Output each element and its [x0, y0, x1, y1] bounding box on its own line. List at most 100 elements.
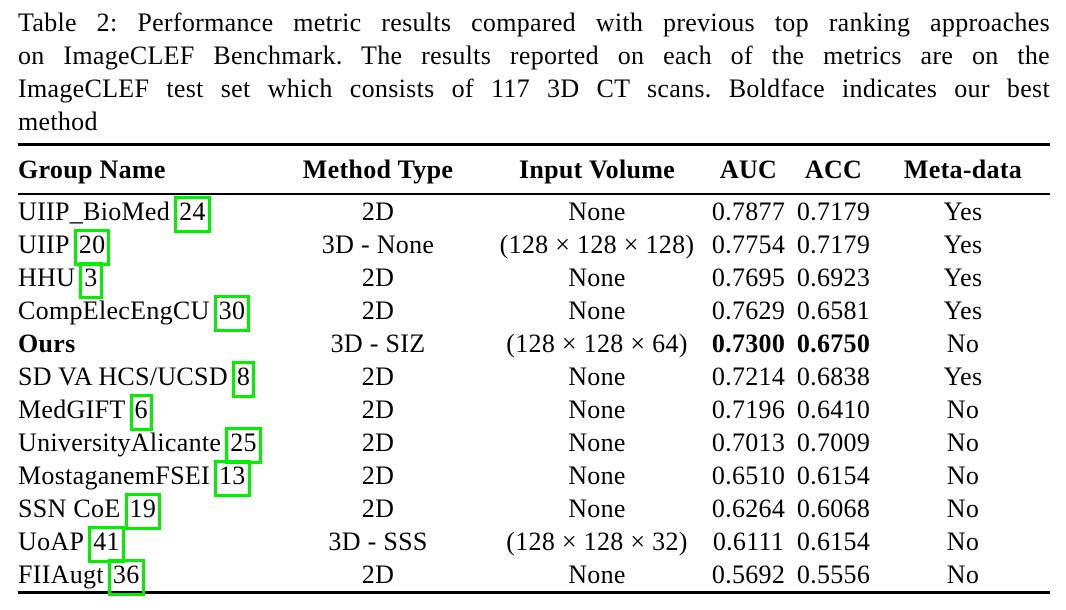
- meta-data-cell: Yes: [943, 362, 983, 391]
- group-name-cell: MedGIFT 6: [18, 393, 268, 431]
- method-type-cell: 3D - SSS: [328, 527, 428, 556]
- group-name: UIIP: [18, 230, 70, 259]
- method-type-cell: 2D: [361, 362, 395, 391]
- table-row: MostaganemFSEI 13 2D None 0.6510 0.6154 No: [18, 459, 1050, 497]
- method-type-cell: 2D: [361, 263, 395, 292]
- group-name: MostaganemFSEI: [18, 461, 210, 490]
- table-row: UIIP_BioMed 24 2D None 0.7877 0.7179 Yes: [18, 194, 1050, 233]
- auc-cell: 0.6111: [712, 527, 785, 556]
- group-name-cell: MostaganemFSEI 13: [18, 459, 268, 497]
- table-body: UIIP_BioMed 24 2D None 0.7877 0.7179 Yes UIIP 20…: [18, 194, 1050, 596]
- table-header-row: Group Name Method Type Input Volume AUC …: [18, 144, 1050, 195]
- auc-cell: 0.7300: [711, 329, 786, 358]
- input-volume-cell: None: [568, 461, 626, 490]
- table-row: Ours 3D - SIZ (128 × 128 × 64) 0.7300 0.6750…: [18, 327, 1050, 360]
- citation-link[interactable]: 36: [107, 558, 145, 596]
- group-name: FIIAugt: [18, 560, 104, 589]
- citation-link[interactable]: 25: [225, 426, 262, 464]
- input-volume-cell: (128 × 128 × 32): [506, 527, 688, 556]
- caption-line-3: ImageCLEF test set which consists of 117…: [18, 74, 1050, 103]
- group-name-cell: SSN CoE 19: [18, 492, 268, 530]
- input-volume-cell: None: [568, 560, 626, 589]
- input-volume-cell: (128 × 128 × 64): [506, 329, 688, 358]
- acc-cell: 0.6154: [796, 461, 871, 490]
- citation-link[interactable]: 13: [213, 459, 251, 497]
- acc-cell: 0.6410: [796, 395, 871, 424]
- input-volume-cell: None: [568, 395, 626, 424]
- group-name-cell: UIIP_BioMed 24: [18, 194, 268, 233]
- table-row: UoAP 41 3D - SSS (128 × 128 × 32) 0.6111 0.61…: [18, 525, 1050, 563]
- group-name-cell: FIIAugt 36: [18, 558, 268, 596]
- table-row: FIIAugt 36 2D None 0.5692 0.5556 No: [18, 558, 1050, 596]
- group-name-cell: UoAP 41: [18, 525, 268, 563]
- column-header-acc: ACC: [791, 144, 876, 195]
- caption-line-2: on ImageCLEF Benchmark. The results repo…: [18, 41, 1050, 70]
- citation-link[interactable]: 19: [124, 492, 161, 530]
- column-header-auc: AUC: [706, 144, 791, 195]
- citation-link[interactable]: 41: [88, 525, 125, 563]
- acc-cell: 0.6068: [796, 494, 871, 523]
- method-type-cell: 2D: [361, 197, 395, 226]
- column-header-method-type: Method Type: [268, 144, 488, 195]
- auc-cell: 0.5692: [711, 560, 786, 589]
- auc-cell: 0.6510: [711, 461, 786, 490]
- column-header-input-volume: Input Volume: [488, 144, 706, 195]
- paper-page: Table 2: Performance metric results comp…: [18, 6, 1050, 596]
- citation-link[interactable]: 6: [129, 393, 154, 431]
- table-row: CompElecEngCU 30 2D None 0.7629 0.6581 Yes: [18, 294, 1050, 332]
- auc-cell: 0.7754: [711, 230, 786, 259]
- table-row: UIIP 20 3D - None (128 × 128 × 128) 0.7754 0.…: [18, 228, 1050, 266]
- group-name: HHU: [18, 263, 76, 292]
- results-table: Group Name Method Type Input Volume AUC …: [18, 143, 1050, 596]
- group-name: SD VA HCS/UCSD: [18, 362, 228, 391]
- group-name-cell: CompElecEngCU 30: [18, 294, 268, 332]
- meta-data-cell: Yes: [943, 296, 983, 325]
- auc-cell: 0.7196: [711, 395, 786, 424]
- column-header-group-name: Group Name: [18, 144, 268, 195]
- acc-cell: 0.6838: [796, 362, 871, 391]
- input-volume-cell: None: [568, 428, 626, 457]
- auc-cell: 0.7629: [711, 296, 786, 325]
- caption-line-1: Table 2: Performance metric results comp…: [18, 8, 1050, 37]
- caption-line-4: method: [18, 107, 98, 136]
- method-type-cell: 2D: [361, 296, 395, 325]
- table-row: UniversityAlicante 25 2D None 0.7013 0.7009 No: [18, 426, 1050, 464]
- acc-cell: 0.5556: [796, 560, 871, 589]
- method-type-cell: 2D: [361, 494, 395, 523]
- citation-link[interactable]: 20: [73, 228, 110, 266]
- group-name-cell: HHU 3: [18, 261, 268, 299]
- acc-cell: 0.7009: [796, 428, 871, 457]
- method-type-cell: 2D: [361, 461, 395, 490]
- auc-cell: 0.7695: [711, 263, 786, 292]
- citation-link[interactable]: 30: [213, 294, 250, 332]
- group-name: MedGIFT: [18, 395, 126, 424]
- table-row: HHU 3 2D None 0.7695 0.6923 Yes: [18, 261, 1050, 299]
- table-row: SSN CoE 19 2D None 0.6264 0.6068 No: [18, 492, 1050, 530]
- input-volume-cell: None: [568, 197, 626, 226]
- group-name: UniversityAlicante: [18, 428, 222, 457]
- acc-cell: 0.7179: [796, 230, 871, 259]
- group-name-cell: Ours: [18, 327, 268, 360]
- input-volume-cell: None: [568, 263, 626, 292]
- acc-cell: 0.6154: [796, 527, 871, 556]
- citation-link[interactable]: 8: [231, 360, 256, 398]
- table-row: MedGIFT 6 2D None 0.7196 0.6410 No: [18, 393, 1050, 431]
- group-name: UoAP: [18, 527, 85, 556]
- auc-cell: 0.7214: [711, 362, 786, 391]
- group-name: Ours: [18, 329, 76, 358]
- auc-cell: 0.6264: [711, 494, 786, 523]
- table-row: SD VA HCS/UCSD 8 2D None 0.7214 0.6838 Yes: [18, 360, 1050, 398]
- method-type-cell: 2D: [361, 428, 395, 457]
- citation-link[interactable]: 3: [79, 261, 103, 299]
- citation-link[interactable]: 24: [174, 195, 211, 233]
- meta-data-cell: Yes: [943, 230, 983, 259]
- auc-cell: 0.7877: [711, 197, 786, 226]
- table-caption: Table 2: Performance metric results comp…: [18, 6, 1050, 138]
- method-type-cell: 3D - None: [321, 230, 435, 259]
- meta-data-cell: No: [946, 527, 980, 556]
- auc-cell: 0.7013: [711, 428, 786, 457]
- group-name-cell: SD VA HCS/UCSD 8: [18, 360, 268, 398]
- meta-data-cell: No: [946, 560, 980, 589]
- input-volume-cell: None: [568, 362, 626, 391]
- meta-data-cell: No: [946, 494, 980, 523]
